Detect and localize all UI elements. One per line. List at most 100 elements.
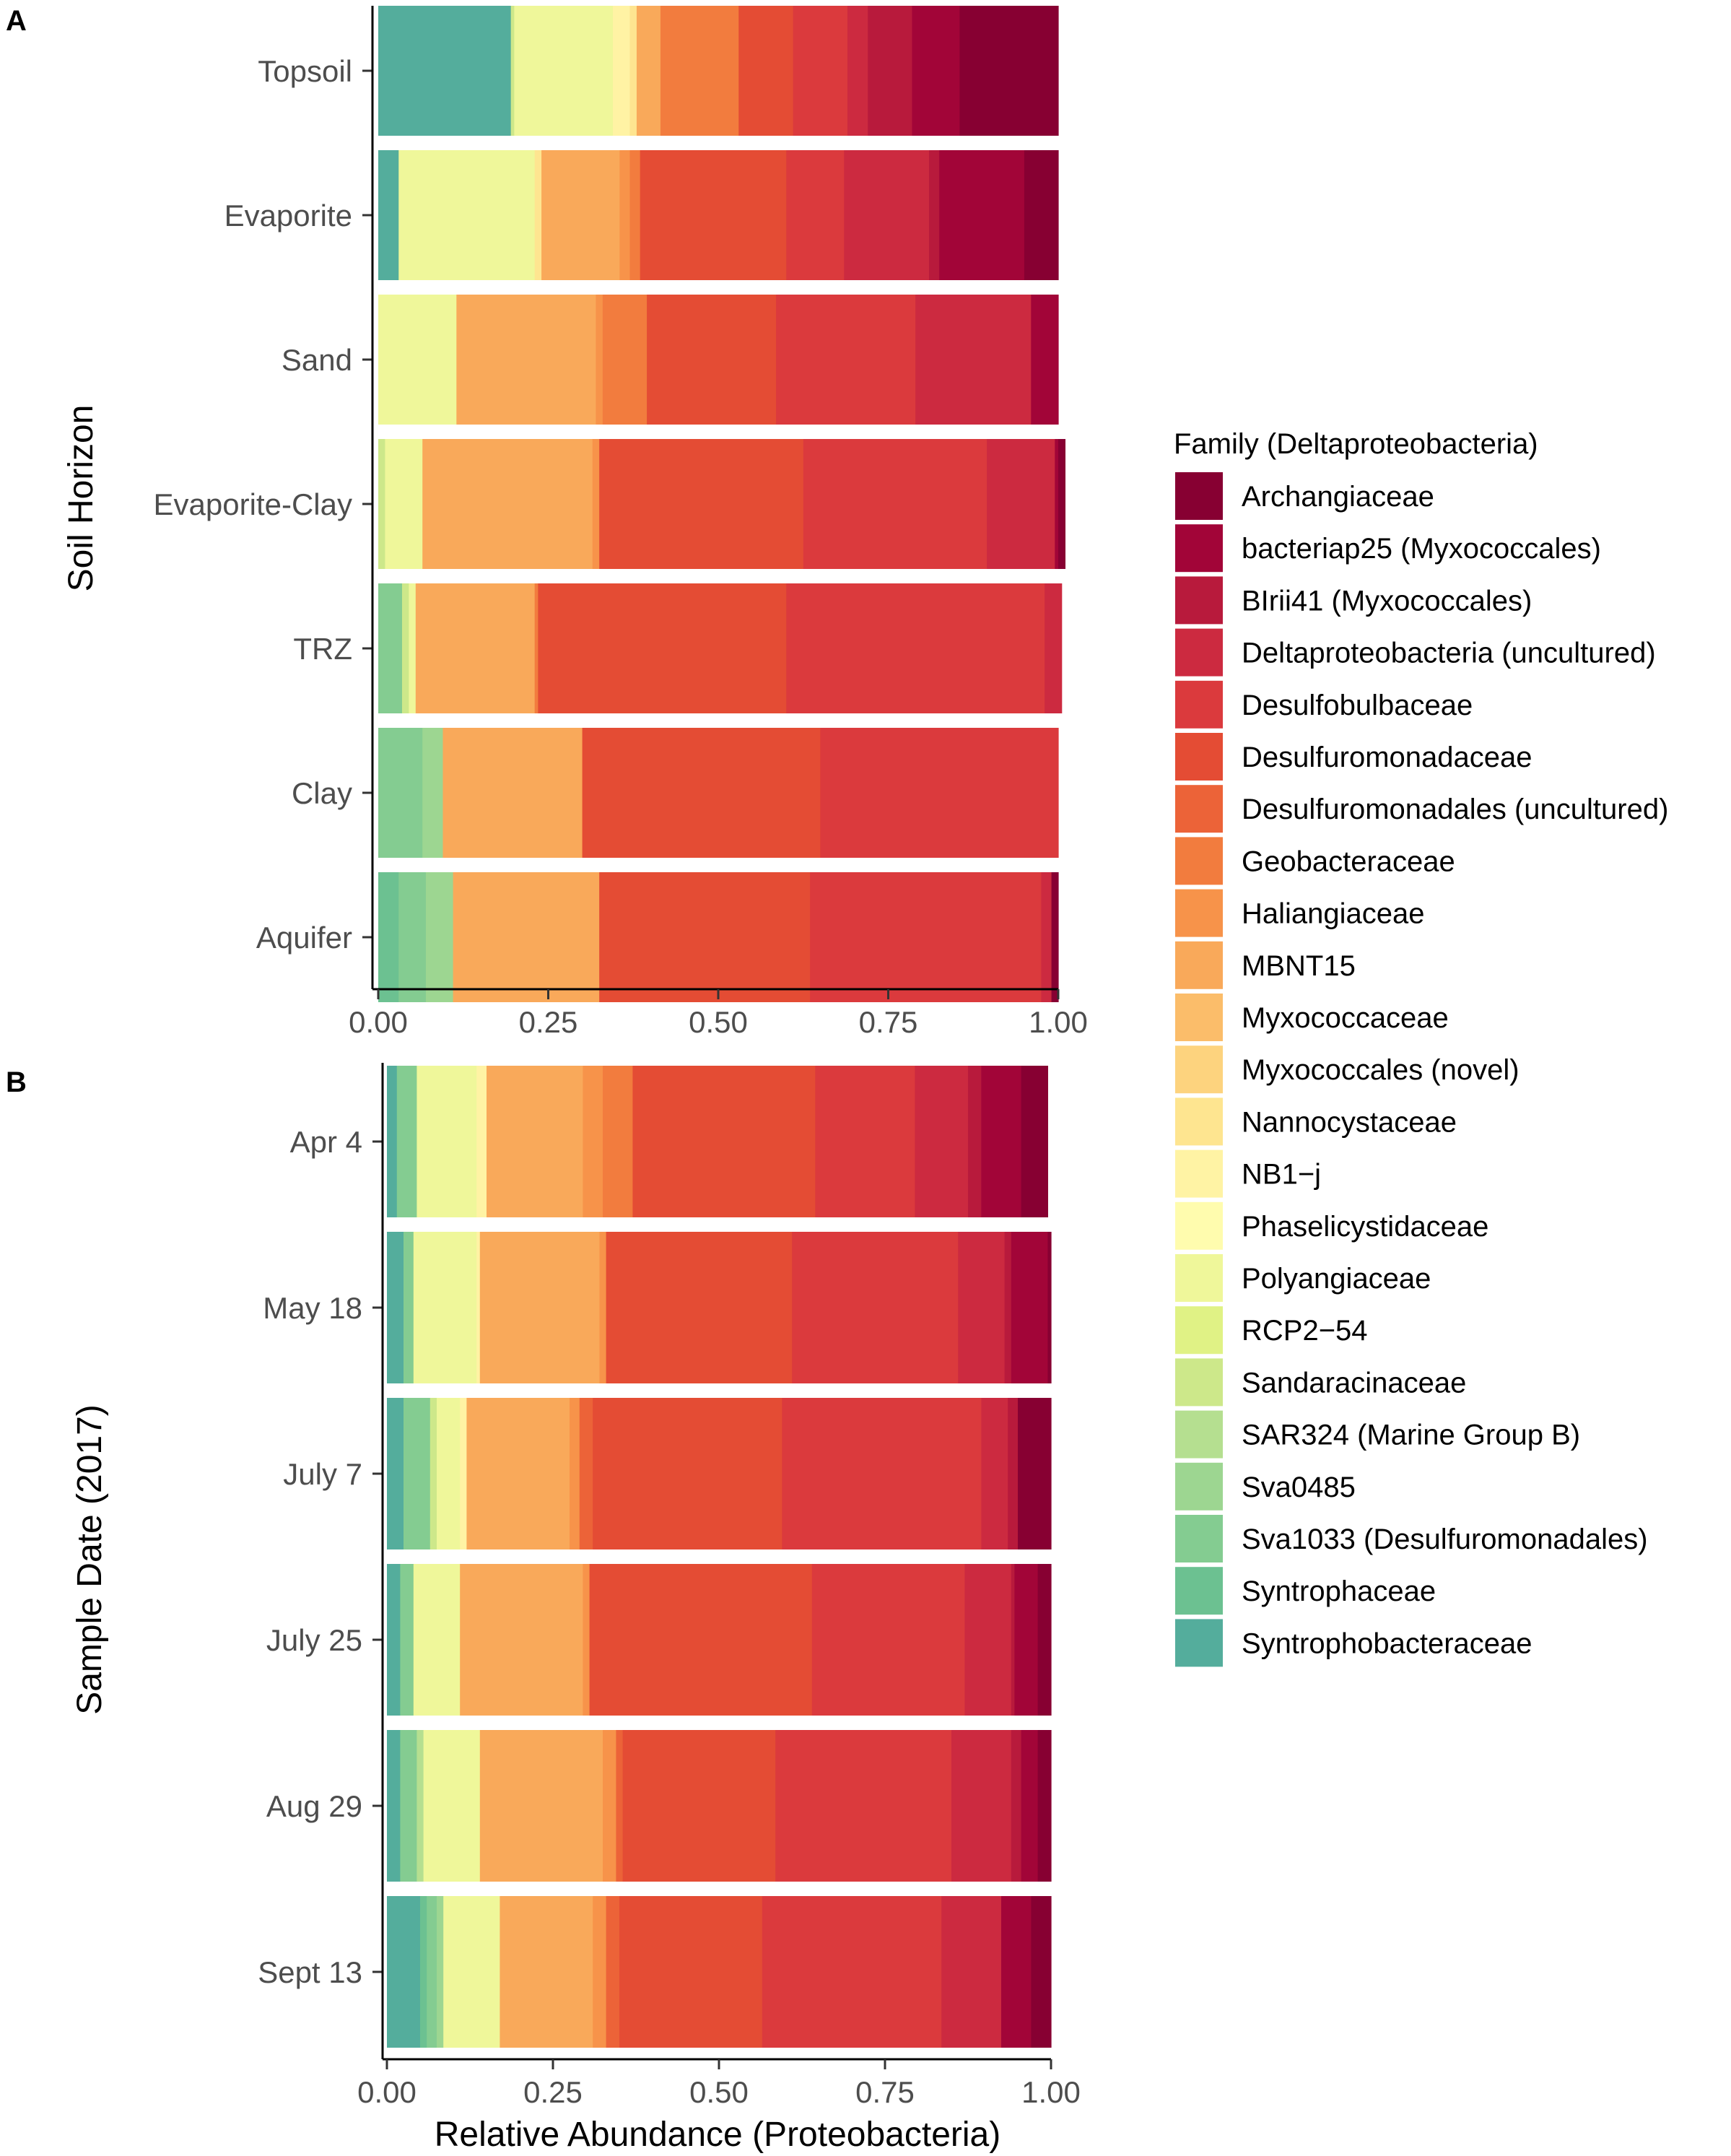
bar-segment-evaporite-clay-polyangiaceae: Evaporite-Clay — Polyangiaceae: 0.055: [385, 439, 423, 569]
x-tick-label-b-2: 0.50: [689, 2075, 749, 2109]
bar-segment-evaporite-syntrophobacteraceae: Evaporite — Syntrophobacteraceae: 0.03: [378, 150, 399, 280]
bar-segment-topsoil-geobacteraceae: Topsoil — Geobacteraceae: 0.115: [660, 6, 739, 136]
x-tick-label-b-0: 0.00: [357, 2075, 417, 2109]
bar-segment-july-7-sandaracinaceae: July 7 — Sandaracinaceae: 0.01: [430, 1398, 437, 1549]
legend-item-myxococcaceae: Myxococcaceae: [1175, 994, 1449, 1041]
bar-row-evaporite: Evaporite — Syntrophobacteraceae: 0.03Ev…: [378, 150, 1059, 280]
legend-label-syntrophaceae: Syntrophaceae: [1242, 1575, 1436, 1607]
bar-segment-july-25-bacteriap25-myxococcales: July 25 — bacteriap25 (Myxococcales): 0.…: [1014, 1564, 1039, 1716]
panel-b-x-ticks: 0.00 0.25 0.50 0.75 1.00: [357, 2059, 1081, 2109]
legend-label-sar324-marine-group-b: SAR324 (Marine Group B): [1242, 1420, 1580, 1451]
bar-segment-july-7-birii41-myxococcales: July 7 — BIrii41 (Myxococcales): 0.015: [1008, 1398, 1019, 1549]
legend-item-polyangiaceae: Polyangiaceae: [1175, 1254, 1431, 1302]
bar-segment-july-7-archangiaceae: July 7 — Archangiaceae: 0.05: [1018, 1398, 1052, 1549]
bar-segment-july-25-desulfuromonadaceae: July 25 — Desulfuromonadaceae: 0.335: [589, 1564, 813, 1716]
bar-segment-evaporite-clay-desulfuromonadaceae: Evaporite-Clay — Desulfuromonadaceae: 0.…: [599, 439, 804, 569]
bar-segment-aquifer-sva0485: Aquifer — Sva0485: 0.04: [425, 872, 454, 1002]
legend-swatch-sar324-marine-group-b: [1175, 1410, 1223, 1459]
legend-item-desulfuromonadales-uncultured: Desulfuromonadales (uncultured): [1175, 785, 1668, 833]
legend-item-sar324-marine-group-b: SAR324 (Marine Group B): [1175, 1410, 1580, 1459]
bar-segment-evaporite-archangiaceae: Evaporite — Archangiaceae: 0.05: [1024, 150, 1059, 280]
bar-segment-july-25-archangiaceae: July 25 — Archangiaceae: 0.02: [1037, 1564, 1052, 1716]
panel-a: A Topsoil — Syntrophobacteraceae: 0.195T…: [6, 5, 1088, 1039]
category-label-trz: TRZ: [293, 632, 352, 666]
bar-segment-apr-4-desulfuromonadaceae: Apr 4 — Desulfuromonadaceae: 0.275: [632, 1066, 816, 1217]
legend-label-polyangiaceae: Polyangiaceae: [1242, 1263, 1431, 1295]
bar-segment-aquifer-archangiaceae: Aquifer — Archangiaceae: 0.01: [1051, 872, 1059, 1002]
bar-segment-july-25-sva1033-desulfuromonadales: July 25 — Sva1033 (Desulfuromonadales): …: [400, 1564, 414, 1716]
bar-segment-evaporite-polyangiaceae: Evaporite — Polyangiaceae: 0.2: [398, 150, 536, 280]
x-tick-label-a-4: 1.00: [1029, 1005, 1088, 1039]
panel-b-letter: B: [6, 1066, 27, 1098]
bar-segment-sand-bacteriap25-myxococcales: Sand — bacteriap25 (Myxococcales): 0.04: [1031, 295, 1059, 425]
bar-segment-may-18-mbnt15: May 18 — MBNT15: 0.18: [479, 1232, 600, 1383]
category-label-evaporite-clay: Evaporite-Clay: [154, 487, 352, 521]
bar-segment-july-25-haliangiaceae: July 25 — Haliangiaceae: 0.01: [583, 1564, 590, 1716]
bar-segment-aug-29-polyangiaceae: Aug 29 — Polyangiaceae: 0.085: [423, 1730, 481, 1882]
bar-segment-evaporite-deltaproteobacteria-uncultured: Evaporite — Deltaproteobacteria (uncultu…: [844, 150, 930, 280]
legend-swatch-sva0485: [1175, 1462, 1223, 1510]
bar-segment-evaporite-clay-sandaracinaceae: Evaporite-Clay — Sandaracinaceae: 0.01: [378, 439, 386, 569]
bar-segment-trz-sandaracinaceae: TRZ — Sandaracinaceae: 0.01: [401, 583, 409, 713]
bar-segment-apr-4-sva1033-desulfuromonadales: Apr 4 — Sva1033 (Desulfuromonadales): 0.…: [396, 1066, 417, 1217]
legend-item-nb1-j: NB1−j: [1175, 1149, 1321, 1198]
bar-segment-aug-29-deltaproteobacteria-uncultured: Aug 29 — Deltaproteobacteria (uncultured…: [951, 1730, 1012, 1882]
legend-swatch-mbnt15: [1175, 941, 1223, 989]
legend-swatch-phaselicystidaceae: [1175, 1201, 1223, 1250]
bar-row-july-7: July 7 — Syntrophobacteraceae: 0.025July…: [387, 1398, 1052, 1549]
bar-segment-apr-4-birii41-myxococcales: Apr 4 — BIrii41 (Myxococcales): 0.02: [968, 1066, 982, 1217]
bar-segment-clay-sva0485: Clay — Sva0485: 0.03: [422, 728, 444, 858]
category-label-evaporite: Evaporite: [224, 199, 352, 232]
bar-segment-evaporite-clay-bacteriap25-myxococcales: Evaporite-Clay — bacteriap25 (Myxococcal…: [1055, 439, 1059, 569]
legend-label-nannocystaceae: Nannocystaceae: [1242, 1106, 1457, 1138]
bar-segment-sand-deltaproteobacteria-uncultured: Sand — Deltaproteobacteria (uncultured):…: [915, 295, 1032, 425]
bar-segment-sept-13-bacteriap25-myxococcales: Sept 13 — bacteriap25 (Myxococcales): 0.…: [1001, 1896, 1032, 2048]
legend-item-nannocystaceae: Nannocystaceae: [1175, 1097, 1457, 1146]
bar-row-clay: Clay — Sva1033 (Desulfuromonadales): 0.0…: [378, 728, 1059, 858]
legend-swatch-syntrophobacteraceae: [1175, 1619, 1223, 1667]
bar-segment-may-18-archangiaceae: May 18 — Archangiaceae: 0.005: [1047, 1232, 1052, 1383]
legend-item-desulfuromonadaceae: Desulfuromonadaceae: [1175, 733, 1532, 781]
bar-segment-topsoil-deltaproteobacteria-uncultured: Topsoil — Deltaproteobacteria (unculture…: [847, 6, 868, 136]
bar-segment-sept-13-polyangiaceae: Sept 13 — Polyangiaceae: 0.085: [443, 1896, 500, 2048]
bar-segment-aug-29-sva1033-desulfuromonadales: Aug 29 — Sva1033 (Desulfuromonadales): 0…: [400, 1730, 417, 1882]
legend-swatch-deltaproteobacteria-uncultured: [1175, 628, 1223, 677]
bar-segment-evaporite-desulfobulbaceae: Evaporite — Desulfobulbaceae: 0.085: [786, 150, 845, 280]
bar-segment-topsoil-archangiaceae: Topsoil — Archangiaceae: 0.145: [959, 6, 1059, 136]
legend-item-sandaracinaceae: Sandaracinaceae: [1175, 1358, 1466, 1407]
bar-segment-sand-mbnt15: Sand — MBNT15: 0.205: [456, 295, 597, 425]
legend-label-geobacteraceae: Geobacteraceae: [1242, 846, 1455, 877]
x-tick-label-a-3: 0.75: [859, 1005, 918, 1039]
legend-item-birii41-myxococcales: BIrii41 (Myxococcales): [1175, 576, 1532, 625]
bar-segment-trz-deltaproteobacteria-uncultured: TRZ — Deltaproteobacteria (uncultured): …: [1045, 583, 1063, 713]
bar-row-aquifer: Aquifer — Syntrophaceae: 0.03Aquifer — S…: [378, 872, 1059, 1002]
legend-label-archangiaceae: Archangiaceae: [1242, 481, 1434, 513]
bar-row-july-25: July 25 — Syntrophobacteraceae: 0.02July…: [387, 1564, 1052, 1716]
legend-label-sva1033-desulfuromonadales: Sva1033 (Desulfuromonadales): [1242, 1523, 1648, 1555]
bar-segment-evaporite-geobacteraceae: Evaporite — Geobacteraceae: 0.015: [629, 150, 641, 280]
bar-segment-evaporite-nannocystaceae: Evaporite — Nannocystaceae: 0.01: [534, 150, 542, 280]
bar-segment-sept-13-archangiaceae: Sept 13 — Archangiaceae: 0.03: [1031, 1896, 1052, 2048]
legend: Family (Deltaproteobacteria) Archangiace…: [1174, 428, 1668, 1667]
bar-segment-evaporite-clay-desulfobulbaceae: Evaporite-Clay — Desulfobulbaceae: 0.27: [803, 439, 987, 569]
bar-segment-july-7-polyangiaceae: July 7 — Polyangiaceae: 0.035: [437, 1398, 461, 1549]
bar-segment-apr-4-syntrophobacteraceae: Apr 4 — Syntrophobacteraceae: 0.015: [387, 1066, 398, 1217]
panel-b: B Apr 4 — Syntrophobacteraceae: 0.015Apr…: [6, 1063, 1081, 2154]
legend-item-bacteriap25-myxococcales: bacteriap25 (Myxococcales): [1175, 524, 1601, 573]
bar-segment-sept-13-desulfuromonadales-uncultured: Sept 13 — Desulfuromonadales (uncultured…: [606, 1896, 620, 2048]
bar-row-trz: TRZ — Sva1033 (Desulfuromonadales): 0.03…: [378, 583, 1063, 713]
bar-segment-aug-29-desulfobulbaceae: Aug 29 — Desulfobulbaceae: 0.265: [775, 1730, 952, 1882]
x-tick-label-a-0: 0.00: [349, 1005, 408, 1039]
legend-swatch-polyangiaceae: [1175, 1254, 1223, 1302]
bar-row-sand: Sand — Polyangiaceae: 0.115Sand — MBNT15…: [378, 295, 1059, 425]
bar-segment-may-18-desulfuromonadaceae: May 18 — Desulfuromonadaceae: 0.28: [606, 1232, 793, 1383]
bar-segment-clay-mbnt15: Clay — MBNT15: 0.205: [442, 728, 583, 858]
bar-segment-sept-13-syntrophaceae: Sept 13 — Syntrophaceae: 0.01: [420, 1896, 427, 2048]
bar-segment-trz-desulfobulbaceae: TRZ — Desulfobulbaceae: 0.38: [786, 583, 1045, 713]
legend-label-birii41-myxococcales: BIrii41 (Myxococcales): [1242, 585, 1532, 617]
legend-swatch-sva1033-desulfuromonadales: [1175, 1515, 1223, 1562]
bar-segment-july-7-deltaproteobacteria-uncultured: July 7 — Deltaproteobacteria (uncultured…: [981, 1398, 1008, 1549]
bar-segment-july-7-haliangiaceae: July 7 — Haliangiaceae: 0.015: [570, 1398, 580, 1549]
bar-segment-aug-29-sar324-marine-group-b: Aug 29 — SAR324 (Marine Group B): 0.01: [417, 1730, 424, 1882]
